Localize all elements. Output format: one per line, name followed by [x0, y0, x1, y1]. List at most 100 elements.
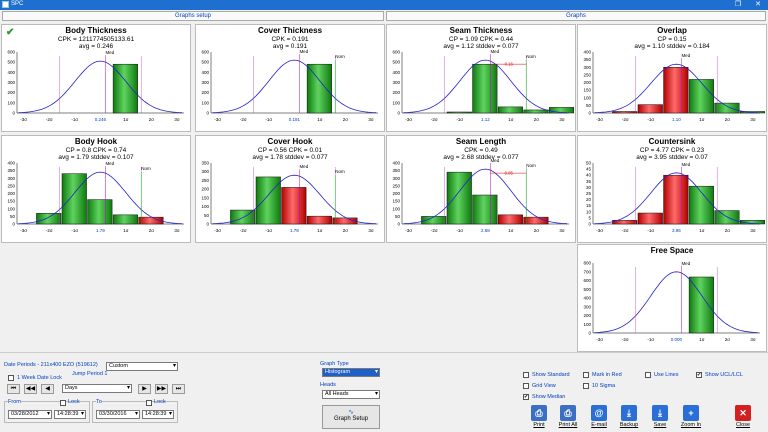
- x-tick-label: -1σ: [71, 117, 78, 122]
- histogram-bar: [688, 276, 714, 334]
- nominal-label: Nom: [141, 166, 151, 171]
- x-tick-label: -1σ: [647, 337, 654, 342]
- from-date-input[interactable]: 03/28/2012: [8, 410, 52, 419]
- chart-title: Body Thickness: [65, 26, 127, 35]
- from-lock-checkbox[interactable]: [60, 400, 66, 406]
- save-button[interactable]: ⤓ Save: [648, 403, 672, 431]
- y-tick-label: 100: [583, 95, 591, 100]
- nav-last-button[interactable]: ⏭: [172, 384, 185, 394]
- from-label: From: [8, 399, 21, 405]
- x-tick-label: -3σ: [596, 337, 603, 342]
- print-button[interactable]: ⎙ Print: [527, 403, 551, 431]
- x-tick-label: 1σ: [317, 228, 323, 233]
- histogram-bar: [87, 199, 113, 225]
- print-all-button[interactable]: ⎙ Print All: [556, 403, 580, 431]
- backup-button[interactable]: ⤓ Backup: [617, 403, 641, 431]
- option-checkbox[interactable]: ✔: [696, 372, 702, 378]
- option-label: Show Median: [532, 394, 566, 400]
- x-tick-label: 0.000: [671, 337, 683, 342]
- e-mail-button[interactable]: @ E-mail: [587, 403, 611, 431]
- x-tick-label: -3σ: [405, 228, 412, 233]
- nav-first-button[interactable]: ⏮: [7, 384, 20, 394]
- x-tick-label: 3σ: [750, 337, 756, 342]
- graph-setup-button[interactable]: ∿ Graph Setup: [322, 405, 380, 429]
- y-tick-label: 50: [586, 103, 592, 108]
- option-checkbox[interactable]: [523, 372, 529, 378]
- chart-panel-cover-hook: Cover Hook CP = 0.56 CPK = 0.01 avg = 1.78…: [195, 135, 385, 243]
- restore-icon[interactable]: ❐: [734, 1, 742, 8]
- x-tick-label: 1σ: [699, 117, 705, 122]
- histogram-bar: [306, 63, 332, 114]
- close-window-icon[interactable]: ✕: [755, 1, 761, 8]
- y-tick-label: 500: [583, 287, 591, 292]
- close-icon: ✕: [735, 405, 751, 421]
- x-tick-label: -1σ: [456, 117, 463, 122]
- chart-title: Seam Thickness: [449, 26, 513, 35]
- chart-stat-line: CP = 0.56 CPK = 0.01: [257, 147, 323, 154]
- histogram-bar: [281, 187, 307, 225]
- chart-panel-overlap: Overlap CP = 0.15 avg = 1.10 stddev = 0.18…: [577, 24, 767, 132]
- chart-stat-line: CPK = 1211774505133.61: [57, 36, 135, 43]
- y-tick-label: 400: [583, 50, 591, 55]
- option-checkbox[interactable]: [645, 372, 651, 378]
- y-tick-label: 350: [583, 57, 591, 62]
- title-bar: SPC ❐ ✕: [0, 0, 768, 10]
- to-date-input[interactable]: 03/30/2016: [96, 410, 140, 419]
- normal-curve: [212, 174, 377, 225]
- app-icon: [2, 1, 9, 8]
- nav-next-button[interactable]: ▶: [138, 384, 151, 394]
- histogram-bar: [637, 104, 663, 114]
- range-select[interactable]: Custom: [106, 362, 178, 371]
- heads-select[interactable]: All Heads: [322, 390, 380, 399]
- y-tick-label: 50: [586, 161, 592, 166]
- tab-graphs-setup[interactable]: Graphs setup: [2, 11, 384, 21]
- chart-stat-line: CPK = 0.49: [464, 147, 498, 154]
- x-tick-label: -2σ: [622, 337, 629, 342]
- x-tick-label: 3σ: [559, 117, 565, 122]
- normal-curve: [18, 60, 183, 114]
- x-tick-label: 1σ: [508, 228, 514, 233]
- histogram-bar: [446, 111, 472, 114]
- x-tick-label: -2σ: [622, 117, 629, 122]
- to-lock-checkbox[interactable]: [146, 400, 152, 406]
- option-label: Show Standard: [532, 372, 570, 378]
- toolbar-label: Backup: [619, 422, 639, 428]
- control-panel: Date Periods - 211x400 EZO (519612) Cust…: [0, 352, 768, 432]
- histogram-bar: [612, 111, 638, 114]
- option-checkbox[interactable]: [583, 372, 589, 378]
- week-lock-checkbox[interactable]: [8, 375, 14, 381]
- x-tick-label: 2σ: [725, 228, 731, 233]
- normal-curve: [403, 59, 568, 114]
- tab-graphs[interactable]: Graphs: [386, 11, 766, 21]
- histogram-bar: [637, 212, 663, 225]
- to-time-input[interactable]: 14:28:39: [142, 410, 174, 419]
- save-icon: ⤓: [652, 405, 668, 421]
- histogram-bar: [612, 220, 638, 225]
- x-tick-label: -1σ: [265, 228, 272, 233]
- from-time-input[interactable]: 14:28:39: [54, 410, 86, 419]
- nav-next-fast-button[interactable]: ▶▶: [155, 384, 168, 394]
- option-checkbox[interactable]: [523, 383, 529, 389]
- y-tick-label: 300: [201, 80, 209, 85]
- median-label: Med: [105, 161, 114, 166]
- period-unit-select[interactable]: Days: [62, 384, 132, 393]
- normal-curve: [594, 172, 759, 225]
- nav-prev-button[interactable]: ◀: [41, 384, 54, 394]
- option-checkbox[interactable]: ✔: [523, 394, 529, 400]
- toolbar-label: Save: [653, 422, 667, 428]
- y-tick-label: 25: [586, 191, 592, 196]
- y-tick-label: 600: [392, 50, 400, 55]
- nav-prev-fast-button[interactable]: ◀◀: [24, 384, 37, 394]
- x-tick-label: 1σ: [317, 117, 323, 122]
- x-tick-label: -1σ: [647, 117, 654, 122]
- histogram-bar: [663, 67, 689, 114]
- zoom-in-button[interactable]: + Zoom In: [679, 403, 703, 431]
- option-checkbox[interactable]: [583, 383, 589, 389]
- histogram-bar: [61, 173, 87, 225]
- y-tick-label: 300: [583, 304, 591, 309]
- close-button[interactable]: ✕ Close: [731, 403, 755, 431]
- graph-type-select[interactable]: Histogram: [322, 368, 380, 377]
- chart-stat-line: avg = 3.95 stddev = 0.07: [636, 154, 708, 161]
- x-tick-label: 2.68: [481, 228, 490, 233]
